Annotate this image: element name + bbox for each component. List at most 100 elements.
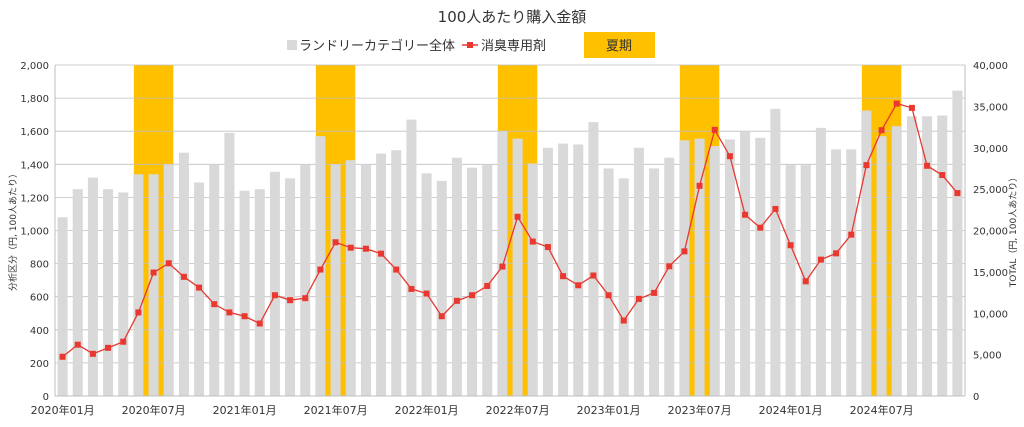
bar bbox=[770, 108, 781, 397]
line-marker bbox=[226, 309, 233, 316]
legend-swatch-summer bbox=[584, 32, 655, 58]
bar bbox=[436, 180, 447, 396]
line-marker bbox=[544, 244, 551, 251]
bar bbox=[87, 177, 98, 396]
bar bbox=[664, 157, 675, 396]
line-series bbox=[59, 100, 961, 360]
x-tick-label: 2021年01月 bbox=[213, 403, 277, 417]
line-marker bbox=[135, 309, 142, 316]
x-tick-label: 2023年01月 bbox=[577, 403, 641, 417]
line-marker bbox=[681, 248, 688, 255]
y-tick-right: 20,000 bbox=[973, 227, 1008, 238]
line-marker bbox=[560, 273, 567, 280]
line-marker bbox=[726, 153, 733, 160]
bar bbox=[649, 168, 660, 396]
bar bbox=[163, 164, 174, 396]
bar bbox=[360, 164, 371, 396]
bar bbox=[300, 164, 311, 396]
line-marker bbox=[165, 260, 172, 267]
line-marker bbox=[287, 297, 294, 304]
y-tick-left: 200 bbox=[30, 359, 49, 370]
line-marker bbox=[150, 269, 157, 276]
line-marker bbox=[59, 353, 66, 360]
bar bbox=[118, 192, 129, 396]
bar bbox=[57, 217, 68, 396]
line-marker bbox=[817, 256, 824, 263]
bar bbox=[891, 126, 902, 397]
line-marker bbox=[408, 285, 415, 292]
line-marker bbox=[863, 162, 870, 169]
line-marker bbox=[271, 292, 278, 299]
line-marker bbox=[453, 297, 460, 304]
y-tick-right: 30,000 bbox=[973, 144, 1008, 155]
line-marker bbox=[757, 224, 764, 231]
y-axis-right-label: TOTAL（円, 100人あたり） bbox=[1008, 173, 1019, 288]
bar bbox=[330, 164, 341, 396]
line-marker bbox=[332, 239, 339, 246]
bar bbox=[785, 165, 796, 396]
line-marker bbox=[939, 172, 946, 179]
bar bbox=[831, 149, 842, 396]
y-tick-left: 0 bbox=[43, 392, 49, 403]
y-tick-right: 10,000 bbox=[973, 309, 1008, 320]
bar bbox=[239, 190, 250, 396]
line-marker bbox=[302, 295, 309, 302]
line-marker bbox=[105, 344, 112, 351]
y-tick-right: 5,000 bbox=[973, 351, 1002, 362]
bar bbox=[740, 131, 751, 396]
line-marker bbox=[378, 250, 385, 257]
x-tick-label: 2020年01月 bbox=[31, 403, 95, 417]
y-tick-left: 1,600 bbox=[20, 127, 49, 138]
legend-label-bar: ランドリーカテゴリー全体 bbox=[299, 38, 455, 54]
bar bbox=[345, 160, 356, 396]
bar bbox=[224, 132, 235, 397]
gridlines bbox=[55, 64, 965, 397]
x-tick-label: 2024年07月 bbox=[850, 403, 914, 417]
line-marker bbox=[362, 245, 369, 252]
bar bbox=[209, 164, 220, 396]
line-marker bbox=[924, 162, 931, 169]
line-marker bbox=[438, 313, 445, 320]
bar bbox=[376, 153, 387, 396]
x-tick-label: 2024年01月 bbox=[759, 403, 823, 417]
y-tick-left: 1,200 bbox=[20, 193, 49, 204]
y-tick-left: 2,000 bbox=[20, 61, 49, 72]
line-marker bbox=[74, 341, 81, 348]
line-marker bbox=[211, 301, 218, 308]
line-marker bbox=[787, 242, 794, 249]
axes: 0 200 400 600 800 1,000 1,200 1,400 1,600 1,800 2,… bbox=[20, 61, 1008, 417]
bar bbox=[467, 167, 478, 396]
line-marker bbox=[908, 104, 915, 111]
line-marker bbox=[620, 317, 627, 324]
bar bbox=[603, 168, 614, 396]
legend-label-summer: 夏期 bbox=[606, 39, 632, 54]
y-axis-left-label: 分析区分（円, 100人あたり） bbox=[7, 169, 19, 291]
line-marker bbox=[196, 284, 203, 291]
line-marker bbox=[575, 282, 582, 289]
line-marker bbox=[605, 292, 612, 299]
line-marker bbox=[514, 213, 521, 220]
bar bbox=[876, 136, 887, 397]
line-marker bbox=[635, 295, 642, 302]
y-tick-right: 15,000 bbox=[973, 268, 1008, 279]
bar bbox=[906, 116, 917, 397]
line-marker bbox=[317, 266, 324, 273]
x-tick-label: 2022年01月 bbox=[395, 403, 459, 417]
bar bbox=[618, 178, 629, 396]
bar bbox=[861, 110, 872, 396]
line-marker bbox=[833, 250, 840, 257]
line-marker bbox=[878, 127, 885, 134]
bar bbox=[391, 150, 402, 396]
line-marker bbox=[848, 231, 855, 238]
bar bbox=[952, 90, 963, 396]
x-tick-label: 2023年07月 bbox=[668, 403, 732, 417]
line-marker bbox=[469, 292, 476, 299]
bar bbox=[588, 122, 599, 396]
line-marker bbox=[696, 182, 703, 189]
line-marker bbox=[347, 244, 354, 251]
line-marker bbox=[241, 313, 248, 320]
bar bbox=[694, 138, 705, 396]
y-tick-left: 400 bbox=[30, 326, 49, 337]
bar bbox=[709, 146, 720, 396]
